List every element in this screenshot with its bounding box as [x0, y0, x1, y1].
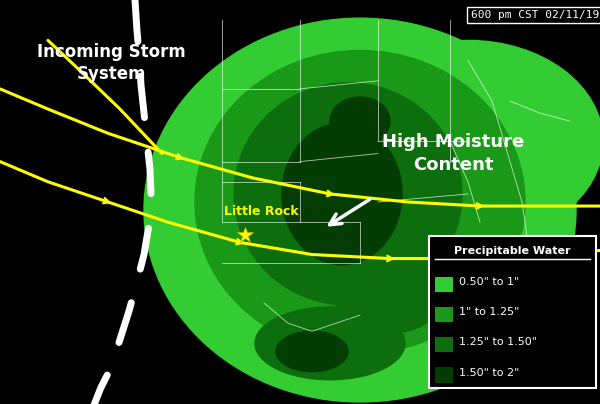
Bar	[435, 337, 453, 352]
Text: 0.50" to 1": 0.50" to 1"	[459, 277, 519, 287]
Text: 600 pm CST 02/11/19: 600 pm CST 02/11/19	[470, 10, 599, 20]
Ellipse shape	[330, 97, 390, 145]
Text: 1" to 1.25": 1" to 1.25"	[459, 307, 520, 317]
Ellipse shape	[195, 50, 525, 354]
Ellipse shape	[255, 307, 405, 380]
Ellipse shape	[276, 331, 348, 372]
Ellipse shape	[330, 232, 450, 333]
Text: 1.25" to 1.50": 1.25" to 1.50"	[459, 337, 537, 347]
Ellipse shape	[180, 182, 360, 343]
Text: 1.50" to 2": 1.50" to 2"	[459, 368, 520, 378]
Bar	[435, 307, 453, 322]
Ellipse shape	[237, 182, 387, 303]
Ellipse shape	[144, 18, 576, 402]
Bar	[429, 236, 596, 388]
Bar	[435, 368, 453, 383]
Ellipse shape	[333, 40, 600, 242]
Ellipse shape	[234, 83, 462, 305]
Bar	[435, 277, 453, 292]
Text: High Moisture
Content: High Moisture Content	[382, 133, 524, 174]
Ellipse shape	[282, 123, 402, 265]
Text: Precipitable Water: Precipitable Water	[454, 246, 571, 257]
Text: Little Rock: Little Rock	[224, 205, 298, 218]
Text: Incoming Storm
System: Incoming Storm System	[37, 42, 185, 83]
